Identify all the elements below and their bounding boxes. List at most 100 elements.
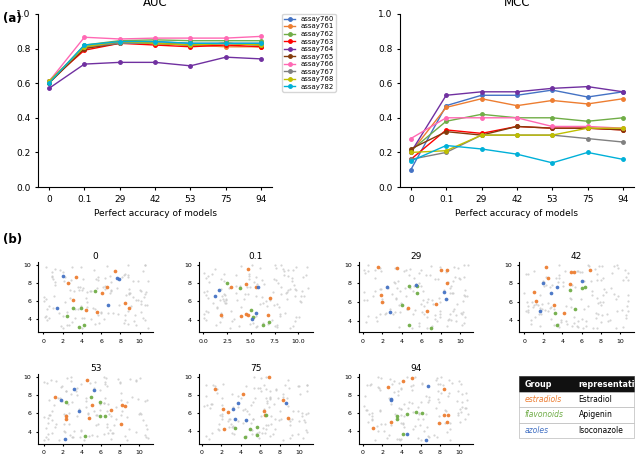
Point xyxy=(90,288,100,295)
Point xyxy=(257,293,267,300)
Point xyxy=(125,376,135,383)
Line: assay766: assay766 xyxy=(409,116,625,140)
Point xyxy=(375,407,385,414)
Point xyxy=(95,407,106,414)
Point xyxy=(414,279,424,286)
Point xyxy=(67,399,77,406)
assay766 xyxy=(477,115,485,121)
Point xyxy=(278,265,288,272)
Point xyxy=(265,432,275,440)
assay766 xyxy=(548,124,556,129)
Point xyxy=(43,435,53,443)
Point xyxy=(267,316,277,324)
Point xyxy=(249,313,259,320)
Point xyxy=(51,377,61,384)
Point xyxy=(252,424,262,431)
Point xyxy=(404,398,414,406)
Point xyxy=(276,261,286,268)
Text: (b): (b) xyxy=(3,233,22,246)
Point xyxy=(579,324,589,332)
assay760 xyxy=(222,41,230,46)
Point xyxy=(116,273,127,280)
Point xyxy=(231,290,241,297)
Point xyxy=(56,383,66,391)
Point xyxy=(73,305,83,313)
Point xyxy=(93,311,103,319)
Point xyxy=(433,275,444,282)
assay761 xyxy=(584,101,591,107)
Point xyxy=(539,279,549,286)
Point xyxy=(210,385,220,392)
Point xyxy=(380,420,390,427)
Point xyxy=(74,407,84,414)
assay765 xyxy=(257,42,265,48)
Point xyxy=(218,291,228,298)
Point xyxy=(110,267,120,274)
Point xyxy=(260,386,271,393)
Point xyxy=(457,398,467,406)
Point xyxy=(93,420,104,428)
Point xyxy=(387,418,397,426)
Point xyxy=(108,430,118,437)
Point xyxy=(136,298,146,305)
Point xyxy=(91,412,101,419)
Point xyxy=(573,323,584,331)
Point xyxy=(412,290,422,297)
Point xyxy=(460,313,470,321)
Point xyxy=(140,431,150,438)
Point xyxy=(113,311,123,318)
Point xyxy=(270,323,280,330)
Point xyxy=(435,298,445,305)
Point xyxy=(228,406,238,413)
Point xyxy=(367,412,377,419)
Point xyxy=(106,435,116,443)
Point xyxy=(296,412,307,419)
Point xyxy=(206,401,216,408)
Point xyxy=(95,386,105,393)
Point xyxy=(577,316,588,323)
Point xyxy=(79,314,89,322)
Point xyxy=(56,397,67,405)
assay761 xyxy=(407,150,415,155)
Point xyxy=(84,432,94,439)
Point xyxy=(251,323,261,330)
Point xyxy=(525,316,536,324)
Point xyxy=(375,286,385,293)
Point xyxy=(459,319,469,326)
Point xyxy=(364,411,374,418)
assay782 xyxy=(81,42,88,48)
Point xyxy=(47,304,58,312)
Point xyxy=(102,423,113,430)
Text: flavonoids: flavonoids xyxy=(525,410,564,419)
Point xyxy=(458,292,468,299)
Point xyxy=(90,378,100,386)
Point xyxy=(61,412,71,419)
Point xyxy=(125,302,136,310)
Point xyxy=(565,294,575,301)
Point xyxy=(199,402,209,410)
Point xyxy=(396,299,406,307)
Point xyxy=(263,311,273,319)
Point xyxy=(100,285,110,292)
Point xyxy=(401,267,411,274)
Point xyxy=(410,422,420,430)
Point xyxy=(278,437,288,444)
Point xyxy=(252,429,262,437)
Point xyxy=(298,274,308,281)
Point xyxy=(390,411,401,418)
Point xyxy=(90,305,100,313)
assay767 xyxy=(407,157,415,162)
Point xyxy=(265,394,275,401)
Line: assay782: assay782 xyxy=(47,40,263,85)
Point xyxy=(421,436,431,444)
Point xyxy=(421,410,431,418)
Point xyxy=(385,308,396,316)
Point xyxy=(460,415,470,423)
Point xyxy=(248,373,259,380)
Point xyxy=(239,295,249,302)
Point xyxy=(202,291,212,298)
Point xyxy=(100,380,110,388)
Point xyxy=(82,376,92,383)
Point xyxy=(212,303,222,310)
Point xyxy=(527,298,537,305)
